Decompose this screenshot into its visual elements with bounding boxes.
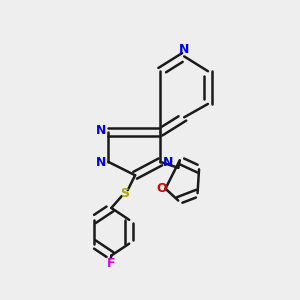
Text: N: N xyxy=(96,124,106,137)
Text: O: O xyxy=(156,182,166,195)
Text: N: N xyxy=(96,156,106,169)
Text: S: S xyxy=(120,187,129,200)
Text: N: N xyxy=(178,43,189,56)
Text: F: F xyxy=(106,257,115,270)
Text: N: N xyxy=(163,156,173,169)
